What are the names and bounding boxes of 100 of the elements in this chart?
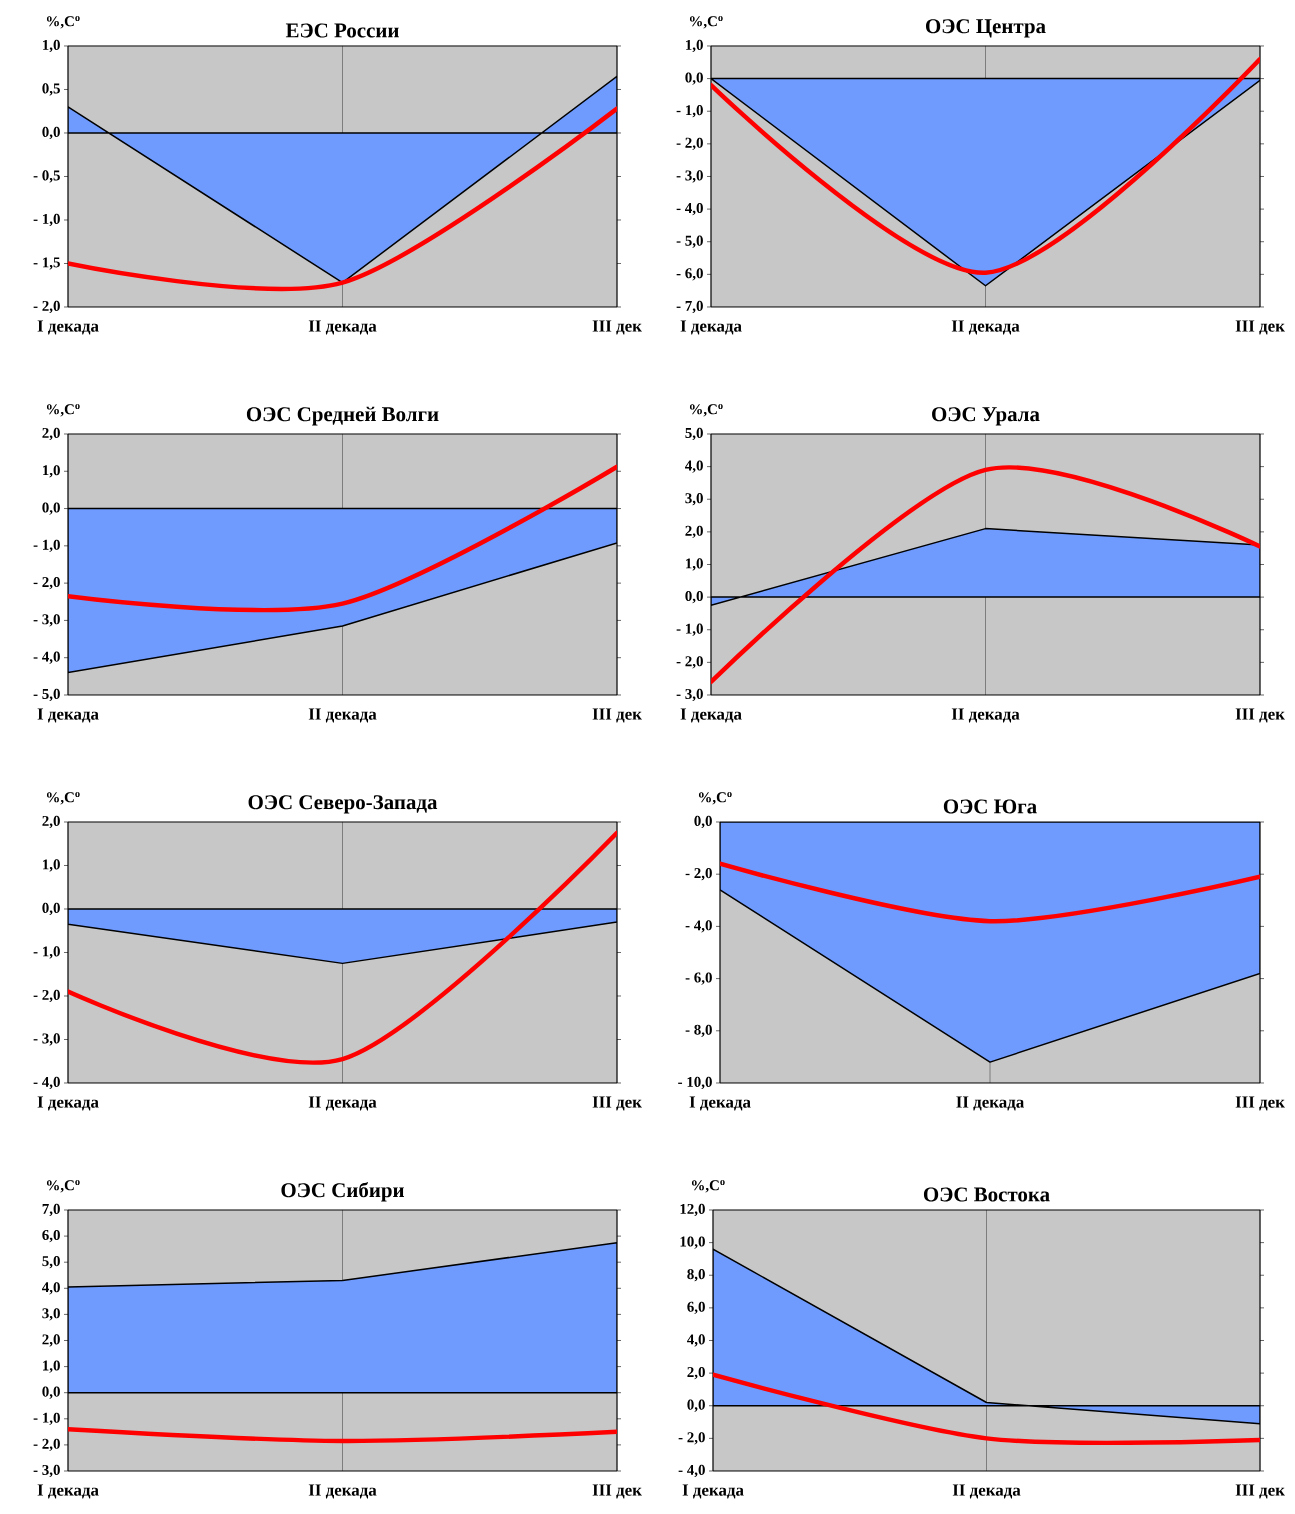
- y-tick-label: 0,0: [42, 1386, 60, 1399]
- y-tick-label: 0,0: [694, 815, 712, 829]
- chart-title: ЕЭС России: [285, 23, 399, 38]
- y-tick-label: 1,0: [43, 859, 60, 872]
- x-tick-label: I декада: [37, 320, 99, 335]
- y-axis-title: %,C$^{o}$: [698, 792, 732, 805]
- y-tick-label: - 7,0: [676, 300, 703, 314]
- y-tick-label: 4,0: [685, 460, 703, 473]
- x-tick-label: II декада: [956, 1096, 1025, 1111]
- x-tick-label: III дек: [592, 708, 642, 723]
- y-tick-label: - 4,0: [33, 1076, 60, 1090]
- y-tick-label: - 1,0: [33, 946, 60, 959]
- x-tick-label: III дек: [1235, 320, 1285, 335]
- y-tick-label: 1,0: [43, 39, 60, 53]
- y-tick-label: 12,0: [680, 1203, 705, 1217]
- y-tick-label: - 0,5: [33, 170, 60, 183]
- x-tick-label: I декада: [37, 1096, 99, 1111]
- y-tick-label: - 8,0: [685, 1024, 712, 1037]
- x-tick-label: II декада: [951, 708, 1020, 723]
- y-tick-label: - 2,0: [33, 989, 60, 1003]
- y-tick-label: - 2,0: [33, 1438, 60, 1452]
- y-tick-label: 2,0: [687, 1367, 705, 1380]
- y-tick-label: - 2,0: [33, 300, 60, 314]
- y-tick-label: 0,0: [685, 72, 703, 85]
- y-tick-label: 10,0: [680, 1236, 705, 1249]
- y-axis-title: %,C$^{o}$: [689, 16, 723, 29]
- y-tick-label: - 1,5: [33, 257, 60, 270]
- chart-title: ОЭС Средней Волги: [246, 406, 439, 426]
- x-tick-label: II декада: [952, 1484, 1021, 1499]
- chart-title: ОЭС Сибири: [281, 1182, 405, 1202]
- y-tick-label: - 1,0: [676, 105, 703, 118]
- x-tick-label: I декада: [680, 708, 742, 723]
- y-tick-label: 0,0: [42, 126, 60, 140]
- chart-title: ОЭС Востока: [923, 1187, 1050, 1202]
- x-tick-label: II декада: [308, 708, 377, 723]
- y-tick-label: 7,0: [42, 1203, 60, 1217]
- y-tick-label: - 3,0: [33, 614, 60, 627]
- y-tick-label: - 4,0: [685, 920, 712, 933]
- y-tick-label: 6,0: [687, 1301, 705, 1314]
- y-tick-label: - 2,0: [685, 868, 712, 881]
- y-tick-label: 0,0: [42, 502, 60, 515]
- chart-title: ОЭС Центра: [926, 19, 1046, 38]
- y-tick-label: - 2,0: [33, 577, 60, 590]
- y-tick-label: 2,0: [42, 427, 60, 441]
- y-tick-label: - 5,0: [33, 688, 60, 702]
- y-tick-label: 1,0: [686, 558, 703, 571]
- x-tick-label: II декада: [308, 1484, 377, 1499]
- y-tick-label: - 2,0: [676, 656, 703, 669]
- y-tick-label: - 10,0: [678, 1076, 712, 1090]
- x-tick-label: III дек: [592, 320, 642, 335]
- chart-title: ОЭС Северо-Запада: [248, 795, 438, 814]
- y-axis-title: %,C$^{o}$: [46, 404, 80, 417]
- y-tick-label: - 3,0: [33, 1464, 60, 1478]
- y-tick-label: - 2,0: [678, 1432, 705, 1445]
- y-tick-label: 2,0: [42, 815, 60, 829]
- y-tick-label: - 4,0: [33, 651, 60, 664]
- y-tick-label: 0,5: [42, 83, 60, 96]
- chart-title: ОЭС Юга: [943, 799, 1037, 814]
- y-tick-label: 0,0: [687, 1399, 705, 1412]
- x-tick-label: III дек: [1235, 1096, 1285, 1111]
- x-tick-label: I декада: [689, 1096, 751, 1111]
- x-tick-label: I декада: [37, 1484, 99, 1499]
- y-tick-label: - 3,0: [676, 688, 703, 702]
- x-tick-label: I декада: [682, 1484, 744, 1499]
- y-tick-label: 5,0: [42, 1256, 60, 1269]
- x-tick-label: II декада: [308, 1096, 377, 1111]
- x-tick-label: III дек: [1235, 708, 1285, 723]
- y-tick-label: 4,0: [42, 1282, 60, 1295]
- y-tick-label: 6,0: [42, 1229, 60, 1243]
- x-tick-label: I декада: [37, 708, 99, 723]
- y-tick-label: 1,0: [43, 1360, 60, 1373]
- y-tick-label: - 1,0: [33, 1412, 60, 1425]
- y-tick-label: - 4,0: [676, 202, 703, 216]
- y-tick-label: 8,0: [687, 1269, 705, 1282]
- y-tick-label: 0,0: [685, 590, 703, 604]
- y-tick-label: - 6,0: [676, 268, 703, 281]
- y-tick-label: 1,0: [686, 39, 703, 53]
- y-tick-label: - 3,0: [676, 170, 703, 183]
- x-tick-label: I декада: [680, 320, 742, 335]
- y-tick-label: 1,0: [43, 465, 60, 478]
- x-tick-label: III дек: [1235, 1484, 1285, 1499]
- y-axis-title: %,C$^{o}$: [46, 1180, 80, 1193]
- y-tick-label: - 3,0: [33, 1033, 60, 1046]
- y-tick-label: 0,0: [42, 902, 60, 916]
- x-tick-label: II декада: [951, 320, 1020, 335]
- y-tick-label: 3,0: [685, 493, 703, 506]
- y-tick-label: - 4,0: [678, 1464, 705, 1478]
- y-tick-label: - 1,0: [33, 539, 60, 552]
- y-tick-label: - 5,0: [676, 235, 703, 248]
- y-axis-title: %,C$^{o}$: [689, 404, 723, 417]
- x-tick-label: II декада: [308, 320, 377, 335]
- y-axis-title: %,C$^{o}$: [691, 1180, 725, 1193]
- y-tick-label: 3,0: [42, 1308, 60, 1321]
- chart-title: ОЭС Урала: [932, 407, 1040, 426]
- x-tick-label: III дек: [592, 1484, 642, 1499]
- y-axis-title: %,C$^{o}$: [46, 16, 80, 29]
- y-tick-label: 4,0: [687, 1334, 705, 1347]
- y-tick-label: 5,0: [685, 427, 703, 441]
- x-tick-label: III дек: [592, 1096, 642, 1111]
- y-tick-label: - 1,0: [676, 623, 703, 636]
